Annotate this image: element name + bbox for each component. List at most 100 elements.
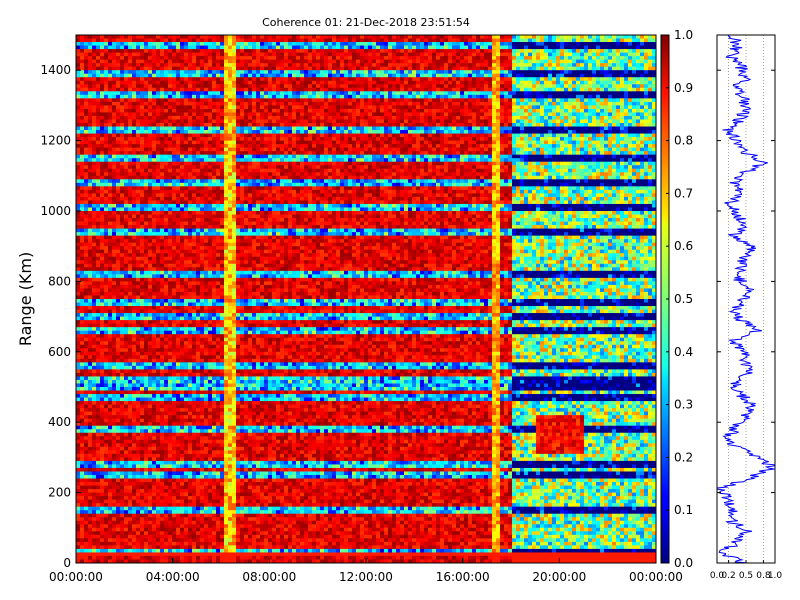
heatmap-cell bbox=[648, 42, 653, 47]
heatmap-cell bbox=[104, 115, 109, 121]
heatmap-cell bbox=[640, 66, 645, 71]
heatmap-cell bbox=[240, 137, 245, 142]
heatmap-cell bbox=[340, 73, 345, 78]
heatmap-cell bbox=[524, 63, 529, 68]
heatmap-cell bbox=[536, 144, 541, 149]
heatmap-cell bbox=[616, 80, 621, 85]
heatmap-cell bbox=[652, 108, 656, 114]
heatmap-cell bbox=[400, 63, 405, 68]
heatmap-cell bbox=[84, 140, 89, 145]
heatmap-cell bbox=[576, 126, 581, 131]
heatmap-cell bbox=[112, 80, 117, 85]
heatmap-cell bbox=[500, 140, 505, 145]
chart-title: Coherence 01: 21-Dec-2018 23:51:54 bbox=[262, 16, 470, 29]
heatmap-cell bbox=[280, 126, 285, 131]
heatmap-cell bbox=[476, 151, 481, 156]
heatmap-cell bbox=[160, 38, 165, 43]
heatmap-cell bbox=[128, 126, 133, 131]
heatmap-cell bbox=[192, 108, 197, 114]
heatmap-cell bbox=[628, 59, 633, 64]
heatmap-cell bbox=[444, 98, 449, 103]
heatmap-cell bbox=[400, 137, 405, 142]
heatmap-cell bbox=[352, 115, 357, 121]
heatmap-cell bbox=[280, 84, 285, 89]
heatmap-cell bbox=[352, 119, 357, 124]
heatmap-cell bbox=[244, 126, 249, 131]
heatmap-cell bbox=[332, 98, 337, 103]
heatmap-cell bbox=[412, 84, 417, 89]
heatmap-cell bbox=[164, 77, 169, 82]
heatmap-cell bbox=[584, 52, 589, 57]
heatmap-cell bbox=[288, 42, 293, 47]
heatmap-cell bbox=[540, 94, 545, 99]
heatmap-cell bbox=[348, 130, 353, 135]
heatmap-cell bbox=[104, 87, 109, 92]
heatmap-cell bbox=[644, 101, 649, 106]
heatmap-cell bbox=[588, 45, 593, 50]
heatmap-cell bbox=[360, 73, 365, 78]
heatmap-cell bbox=[436, 133, 441, 138]
heatmap-cell bbox=[208, 49, 213, 54]
heatmap-cell bbox=[116, 45, 121, 50]
heatmap-cell bbox=[196, 115, 201, 121]
heatmap-cell bbox=[392, 130, 397, 135]
heatmap-cell bbox=[228, 147, 233, 152]
heatmap-cell bbox=[540, 84, 545, 89]
heatmap-cell bbox=[200, 94, 205, 99]
heatmap-cell bbox=[232, 38, 237, 43]
heatmap-cell bbox=[632, 73, 637, 78]
heatmap-cell bbox=[532, 52, 537, 57]
heatmap-cell bbox=[228, 115, 233, 121]
heatmap-cell bbox=[636, 130, 641, 135]
heatmap-cell bbox=[76, 56, 81, 61]
heatmap-cell bbox=[644, 151, 649, 156]
heatmap-cell bbox=[128, 35, 133, 40]
heatmap-cell bbox=[316, 56, 321, 61]
heatmap-cell bbox=[100, 66, 105, 71]
heatmap-cell bbox=[540, 151, 545, 156]
heatmap-cell bbox=[480, 56, 485, 61]
heatmap-cell bbox=[420, 45, 425, 50]
heatmap-cell bbox=[572, 126, 577, 131]
heatmap-cell bbox=[172, 144, 177, 149]
heatmap-cell bbox=[644, 80, 649, 85]
heatmap-cell bbox=[188, 59, 193, 64]
heatmap-cell bbox=[336, 80, 341, 85]
heatmap-cell bbox=[144, 70, 149, 75]
heatmap-cell bbox=[160, 45, 165, 50]
heatmap-cell bbox=[492, 77, 497, 82]
heatmap-cell bbox=[168, 108, 173, 114]
heatmap-cell bbox=[540, 140, 545, 145]
heatmap-cell bbox=[336, 77, 341, 82]
heatmap-cell bbox=[200, 115, 205, 121]
heatmap-cell bbox=[156, 35, 161, 40]
heatmap-cell bbox=[192, 87, 197, 92]
heatmap-cell bbox=[316, 126, 321, 131]
heatmap-cell bbox=[324, 45, 329, 50]
heatmap-cell bbox=[464, 45, 469, 50]
heatmap-cell bbox=[444, 77, 449, 82]
heatmap-cell bbox=[128, 123, 133, 128]
heatmap-cell bbox=[132, 80, 137, 85]
heatmap-cell bbox=[456, 63, 461, 68]
heatmap-cell bbox=[168, 42, 173, 47]
heatmap-cell bbox=[92, 115, 97, 121]
heatmap-cell bbox=[136, 140, 141, 145]
heatmap-cell bbox=[348, 101, 353, 106]
heatmap-cell bbox=[644, 70, 649, 75]
heatmap-cell bbox=[360, 35, 365, 40]
heatmap-cell bbox=[500, 35, 505, 40]
heatmap-cell bbox=[456, 91, 461, 96]
heatmap-cell bbox=[616, 126, 621, 131]
heatmap-cell bbox=[108, 59, 113, 64]
heatmap-cell bbox=[284, 35, 289, 40]
heatmap-cell bbox=[492, 91, 497, 96]
heatmap-cell bbox=[188, 52, 193, 57]
heatmap-cell bbox=[416, 133, 421, 138]
heatmap-cell bbox=[88, 87, 93, 92]
heatmap-cell bbox=[148, 87, 153, 92]
heatmap-cell bbox=[312, 151, 317, 156]
heatmap-cell bbox=[392, 119, 397, 124]
heatmap-cell bbox=[192, 126, 197, 131]
heatmap-cell bbox=[256, 63, 261, 68]
